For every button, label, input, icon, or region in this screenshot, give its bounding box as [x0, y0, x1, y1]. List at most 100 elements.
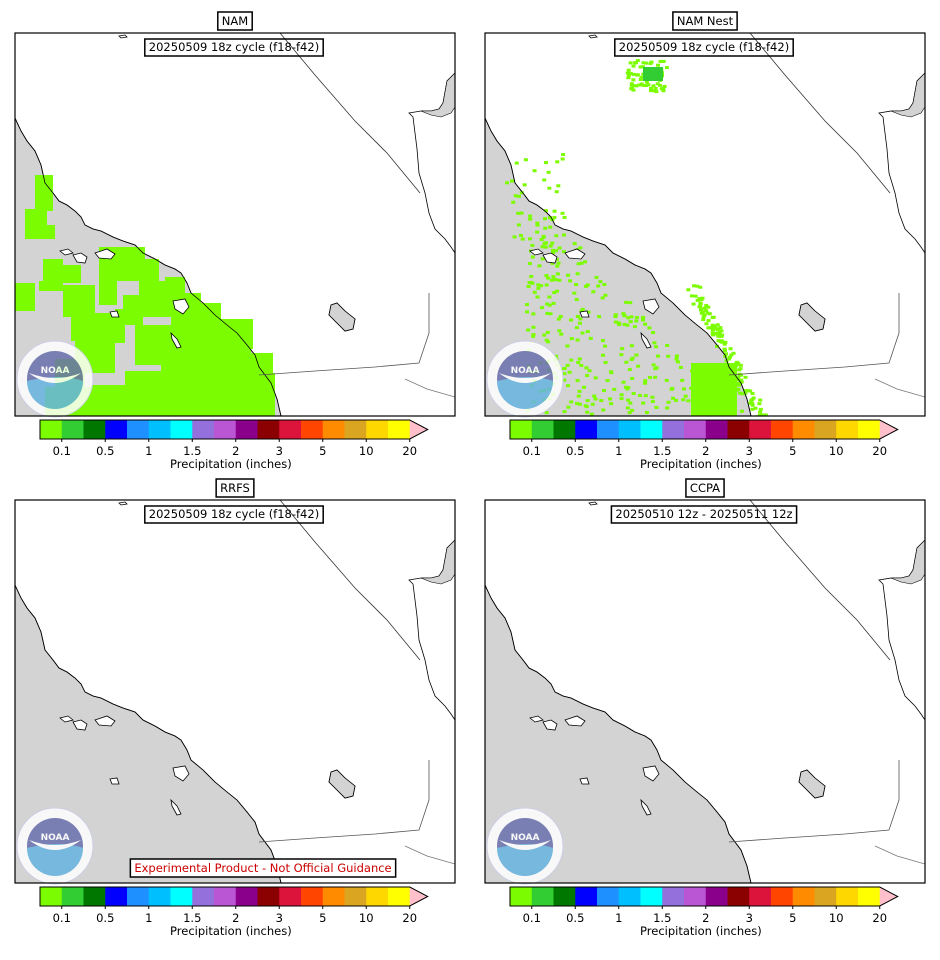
map-frame [14, 499, 456, 884]
precip-cell [624, 360, 629, 364]
colorbar-bin [105, 887, 128, 906]
noaa-logo: NOAA [486, 807, 564, 885]
precip-cell [632, 325, 637, 329]
precip-cell [710, 316, 715, 320]
precip-cell [654, 345, 659, 349]
precip-cell [633, 61, 638, 65]
precip-cell [593, 397, 598, 401]
panel-subtitle: 20250509 18z cycle (f18-f42) [149, 507, 319, 521]
colorbar: 0.1 0.5 1 1.5 2 3 5 10 20 Precipitation (inches) [509, 886, 899, 938]
precip-cell [657, 83, 662, 87]
precip-cell [525, 303, 530, 307]
precip-cell [634, 84, 639, 88]
panel-subtitle-box [144, 505, 324, 524]
colorbar-label: Precipitation (inches) [170, 924, 292, 938]
precip-cell [552, 209, 557, 213]
colorbar-bin [322, 420, 345, 439]
colorbar-bin [148, 887, 171, 906]
precip-cell [613, 320, 618, 324]
precip-cell [635, 73, 640, 77]
colorbar: 0.1 0.5 1 1.5 2 3 5 10 20 Precipitation (inches) [39, 419, 429, 471]
precip-cell [621, 312, 626, 316]
precip-cell [133, 259, 159, 281]
precip-cell [539, 237, 544, 241]
precip-cell [723, 340, 728, 344]
precip-cell [628, 320, 633, 324]
colorbar-tick-label: 2 [702, 911, 709, 925]
precip-cell [593, 376, 598, 380]
lake [328, 769, 356, 799]
colorbar-bin [836, 420, 859, 439]
precip-cell [718, 326, 723, 330]
panel-subtitle: 20250509 18z cycle (f18-f42) [619, 40, 789, 54]
noaa-logo: NOAA [16, 340, 94, 418]
precip-cell [643, 322, 648, 326]
colorbar-bin [257, 887, 280, 906]
precip-cell [613, 314, 618, 318]
precip-cell [704, 303, 709, 307]
precip-cell [630, 356, 635, 360]
colorbar-label: Precipitation (inches) [640, 924, 762, 938]
coastline [15, 117, 282, 416]
colorbar-tick-label: 10 [359, 911, 374, 925]
precip-cell [631, 64, 636, 68]
precip-cell [628, 71, 633, 75]
precip-cell [543, 245, 548, 249]
colorbar-tick-label: 1 [615, 444, 622, 458]
precip-cell [626, 316, 631, 320]
precip-cell [674, 357, 679, 361]
colorbar-tick-label: 1 [145, 911, 152, 925]
state-border [749, 500, 891, 661]
island [172, 765, 190, 782]
precip-cell [552, 291, 557, 295]
precip-cell [691, 302, 696, 306]
precip-cell [737, 368, 742, 372]
colorbar-tick-label: 3 [276, 444, 283, 458]
precip-cell [547, 186, 552, 190]
colorbar-bin [170, 887, 193, 906]
precip-cell [665, 406, 670, 410]
colorbar-bin [170, 420, 193, 439]
colorbar-bin [684, 420, 707, 439]
precip-cell [540, 306, 545, 310]
precip-cell [683, 394, 688, 398]
colorbar-extend-arrow [409, 420, 428, 439]
precip-cell [671, 396, 676, 400]
precip-cell [665, 343, 670, 347]
precip-cell [625, 406, 630, 410]
colorbar-tick-label: 20 [872, 911, 887, 925]
precip-cell [547, 216, 552, 220]
colorbar-bin [61, 420, 84, 439]
precip-cell [698, 305, 703, 309]
colorbar-bin [597, 887, 620, 906]
precip-cell [695, 284, 700, 288]
precip-cell [654, 366, 659, 370]
precip-cell [579, 363, 584, 367]
precip-cell [123, 295, 143, 325]
precip-cell [736, 381, 741, 385]
precip-cell [561, 233, 566, 237]
precip-cell [550, 261, 555, 265]
colorbar-bin [301, 420, 324, 439]
precip-cell [643, 394, 648, 398]
precip-cell [559, 332, 564, 336]
precip-cell [636, 364, 641, 368]
precip-cell [545, 330, 550, 334]
precip-cell [601, 408, 606, 412]
precip-cell [554, 234, 559, 238]
precip-cell [635, 59, 640, 63]
precip-cell [743, 375, 748, 379]
island [642, 765, 660, 782]
precip-cell [183, 319, 253, 349]
colorbar-tick-label: 3 [276, 911, 283, 925]
precip-cell [626, 386, 631, 390]
precip-cell [539, 284, 544, 288]
panel-subtitle: 20250510 12z - 20250511 12z [615, 507, 792, 521]
precip-cell [565, 273, 570, 277]
precip-cell [548, 225, 553, 229]
precip-cell [686, 399, 691, 403]
precip-cell [535, 295, 540, 299]
precip-cell [664, 378, 669, 382]
precip-cell [736, 383, 741, 387]
